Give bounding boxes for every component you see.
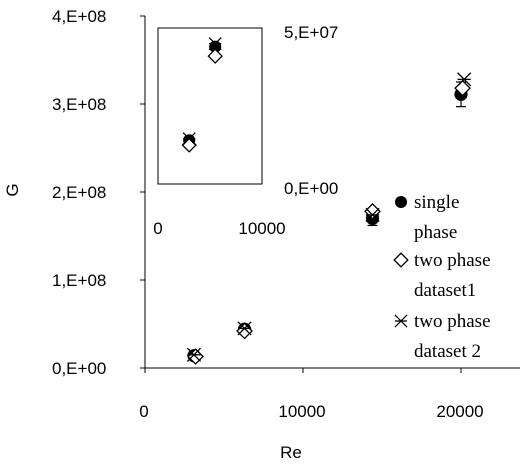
- x-tick-label: 0: [139, 402, 148, 421]
- inset-point-s1-p1: [207, 48, 223, 64]
- inset-x-tick-label: 10000: [238, 219, 285, 238]
- data-point-s2-p0: [186, 347, 202, 362]
- legend-marker-1: [393, 252, 409, 268]
- y-axis-title: G: [3, 183, 22, 196]
- y-tick-label: 0,E+00: [52, 359, 106, 378]
- y-tick-label: 1,E+08: [52, 271, 106, 290]
- inset-y-tick-label: 5,E+07: [284, 23, 338, 42]
- y-tick-label: 2,E+08: [52, 183, 106, 202]
- data-point-s2-p3: [457, 72, 472, 87]
- legend-label: two phase: [414, 250, 491, 271]
- legend-label: phase: [414, 222, 457, 243]
- legend-label: single: [414, 192, 459, 213]
- data-point-s2-p1: [237, 321, 252, 336]
- inset-x-tick-label: 0: [153, 219, 162, 238]
- y-tick-label: 4,E+08: [52, 7, 106, 26]
- x-axis-title: Re: [280, 443, 302, 462]
- legend-label: two phase: [414, 311, 491, 332]
- legend-marker-2: [394, 314, 408, 328]
- inset-plot-area: [157, 27, 263, 185]
- legend-marker-0: [394, 195, 408, 209]
- inset-point-s2-p0: [182, 132, 196, 146]
- inset-point-s2-p1: [208, 37, 222, 51]
- legend-label: dataset 2: [414, 341, 481, 362]
- y-tick-label: 3,E+08: [52, 95, 106, 114]
- x-tick-label: 10000: [278, 402, 325, 421]
- x-tick-label: 20000: [436, 402, 483, 421]
- legend-label: dataset1: [414, 280, 476, 301]
- inset-y-tick-label: 0,E+00: [284, 179, 338, 198]
- data-point-s2-p2: [365, 207, 380, 222]
